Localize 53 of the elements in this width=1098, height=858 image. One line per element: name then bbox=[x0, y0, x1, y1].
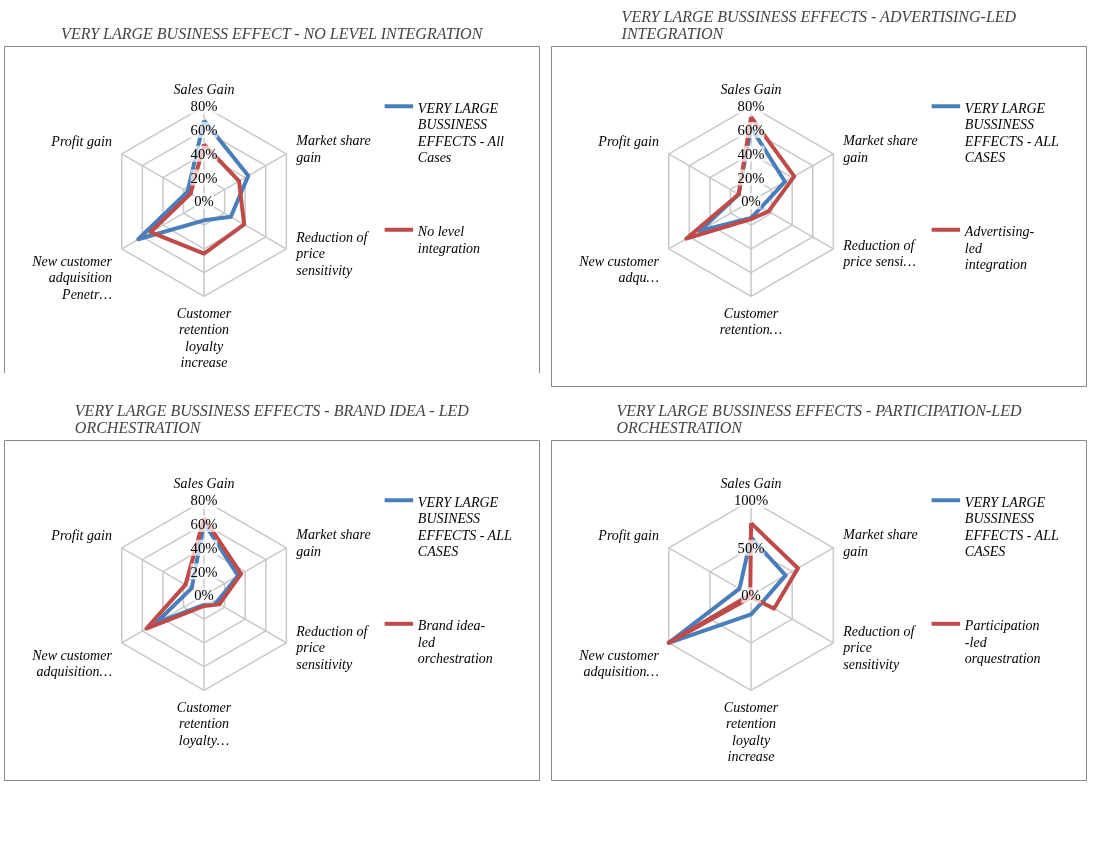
legend-label: Advertising-led integration bbox=[963, 224, 1035, 273]
spoke-label: Market share gain bbox=[842, 527, 918, 559]
legend-label: VERY LARGE BUSSINESS EFFECTS - All Cases bbox=[416, 100, 505, 166]
y-tick-label: 80% bbox=[190, 98, 218, 115]
chart-title: VERY LARGE BUSSINESS EFFECTS - BRAND IDEA - LED ORCHESTRATION bbox=[74, 401, 470, 436]
y-tick-label: 0% bbox=[194, 193, 214, 210]
spoke-label: Reduction of price sensitivity bbox=[295, 623, 370, 672]
legend-label: No level integration bbox=[416, 224, 481, 256]
spoke-label: Sales Gain bbox=[720, 475, 782, 491]
y-tick-label: 20% bbox=[737, 169, 765, 186]
y-tick-label: 0% bbox=[741, 193, 761, 210]
chart-title: VERY LARGE BUSSINESS EFFECTS - PARTICIPATION-LED ORCHESTRATION bbox=[616, 401, 1023, 436]
spoke-label: New customer adquisition Penetr… bbox=[31, 253, 113, 302]
spoke-label: Sales Gain bbox=[720, 81, 782, 97]
y-tick-label: 60% bbox=[737, 122, 765, 139]
spoke-label: Customer retention… bbox=[719, 305, 783, 338]
spoke-label: Market share gain bbox=[295, 527, 371, 559]
spoke-label: Customer retention loyalty increase bbox=[723, 699, 779, 765]
y-tick-label: 20% bbox=[190, 563, 218, 580]
y-tick-label: 0% bbox=[741, 587, 761, 604]
spoke-label: Profit gain bbox=[50, 528, 112, 544]
legend-label: VERY LARGE BUSSINESS EFFECTS - ALL CASES bbox=[963, 100, 1059, 166]
y-tick-label: 60% bbox=[190, 122, 218, 139]
y-tick-label: 0% bbox=[194, 587, 214, 604]
y-tick-label: 50% bbox=[737, 539, 765, 556]
y-tick-label: 100% bbox=[733, 492, 769, 509]
legend-label: VERY LARGE BUSSINESS EFFECTS - ALL CASES bbox=[963, 494, 1059, 560]
legend-label: Participation-led orquestration bbox=[963, 618, 1041, 667]
spoke-label: Customer retention loyalty increase bbox=[176, 305, 232, 371]
legend-label: Brand idea-led orchestration bbox=[417, 618, 493, 667]
y-tick-label: 40% bbox=[190, 145, 218, 162]
spoke-label: Customer retention loyalty… bbox=[176, 699, 232, 748]
spoke-label: Profit gain bbox=[597, 528, 659, 544]
chart-title: VERY LARGE BUSINESS EFFECT - NO LEVEL INTEGRATION bbox=[61, 24, 484, 42]
y-tick-label: 20% bbox=[190, 169, 218, 186]
spoke-label: New customer adqu… bbox=[578, 253, 660, 286]
spoke-label: Sales Gain bbox=[173, 475, 235, 491]
spoke-label: Profit gain bbox=[50, 134, 112, 150]
chart-title: VERY LARGE BUSSINESS EFFECTS - ADVERTISING-LED INTEGRATION bbox=[620, 7, 1017, 42]
spoke-label: Reduction of price sensitivity bbox=[295, 229, 370, 278]
legend-label: VERY LARGE BUSINESS EFFECTS - ALL CASES bbox=[416, 494, 512, 560]
spoke-label: Profit gain bbox=[597, 134, 659, 150]
y-tick-label: 40% bbox=[737, 145, 765, 162]
y-tick-label: 40% bbox=[190, 539, 218, 556]
spoke-label: Market share gain bbox=[295, 133, 371, 165]
spoke-label: Market share gain bbox=[842, 133, 918, 165]
spoke-label: Reduction of price sensi… bbox=[842, 237, 917, 270]
y-tick-label: 80% bbox=[190, 492, 218, 509]
spoke-label: Reduction of price sensitivity bbox=[842, 623, 917, 672]
spoke-label: Sales Gain bbox=[173, 81, 235, 97]
y-tick-label: 80% bbox=[737, 98, 765, 115]
spoke-label: New customer adquisition… bbox=[31, 647, 113, 680]
spoke-label: New customer adquisition… bbox=[578, 647, 660, 680]
